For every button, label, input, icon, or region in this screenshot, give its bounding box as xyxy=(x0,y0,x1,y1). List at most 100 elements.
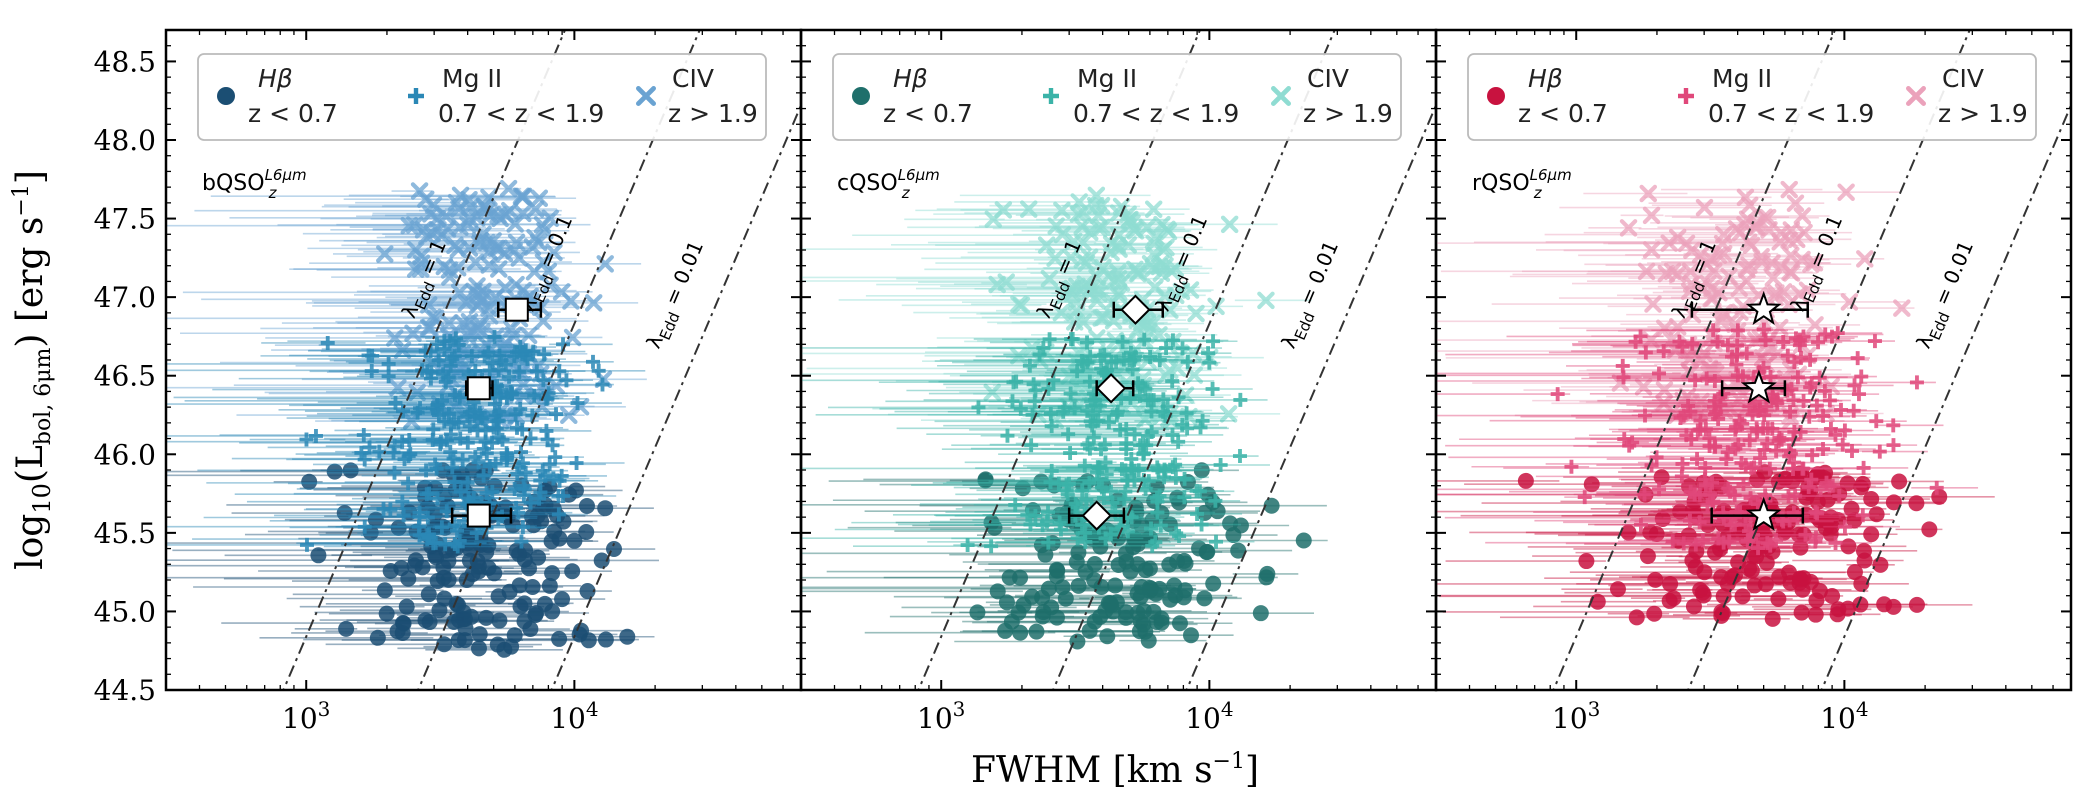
data-point xyxy=(431,602,448,619)
data-point xyxy=(1715,303,1733,322)
data-point xyxy=(479,446,494,461)
panel-label: cQSOL6μm z xyxy=(837,166,940,202)
x-tick-label: 104 xyxy=(1820,697,1868,735)
data-point xyxy=(410,405,425,420)
data-point xyxy=(534,312,552,330)
data-point xyxy=(1069,633,1086,650)
data-point xyxy=(513,402,528,417)
data-point xyxy=(1041,505,1056,520)
data-point xyxy=(1136,447,1151,462)
data-point xyxy=(1793,350,1808,365)
data-point xyxy=(1550,387,1565,402)
data-point xyxy=(977,471,994,488)
legend-marker xyxy=(217,87,235,105)
data-point xyxy=(1832,489,1847,504)
data-point xyxy=(1070,577,1087,594)
data-point xyxy=(1639,548,1656,565)
data-point xyxy=(490,588,507,605)
data-point xyxy=(1040,269,1059,288)
data-point xyxy=(546,471,561,486)
data-point xyxy=(595,377,610,392)
data-point xyxy=(1138,481,1153,496)
data-point xyxy=(541,386,556,401)
data-point xyxy=(1119,422,1134,437)
median-point xyxy=(464,376,494,401)
data-point xyxy=(1220,215,1239,234)
data-point xyxy=(1697,472,1712,487)
data-point xyxy=(559,373,574,388)
data-point xyxy=(1662,575,1679,592)
data-point xyxy=(1033,473,1050,490)
data-point xyxy=(447,517,462,532)
data-point xyxy=(1787,425,1802,440)
data-point xyxy=(1655,319,1674,337)
plot-area xyxy=(1436,30,2071,690)
data-point xyxy=(1711,531,1726,546)
data-point xyxy=(1182,627,1199,644)
data-point xyxy=(1695,198,1714,217)
data-point xyxy=(447,475,462,490)
data-point xyxy=(450,539,465,554)
eddington-line-2 xyxy=(1185,102,1436,690)
data-point xyxy=(1846,564,1863,581)
data-point xyxy=(464,349,479,364)
data-point xyxy=(1161,361,1179,380)
data-point xyxy=(1082,374,1097,389)
data-point xyxy=(1786,194,1805,212)
data-point xyxy=(1692,392,1710,411)
data-point xyxy=(1105,603,1122,620)
data-point xyxy=(376,582,393,599)
data-point xyxy=(519,326,538,345)
median-point xyxy=(450,503,513,528)
data-point xyxy=(476,441,491,456)
data-point xyxy=(1660,234,1678,252)
data-point xyxy=(1801,480,1816,495)
data-point xyxy=(539,262,558,281)
data-point xyxy=(1738,458,1753,473)
data-point xyxy=(387,465,402,480)
data-point xyxy=(1034,608,1051,625)
data-point xyxy=(1196,590,1213,607)
data-point xyxy=(544,565,561,582)
data-point xyxy=(506,627,523,644)
data-point xyxy=(1663,262,1682,281)
data-point xyxy=(1009,374,1024,389)
data-point xyxy=(490,260,508,278)
data-point xyxy=(1760,536,1775,551)
data-point xyxy=(1028,508,1043,523)
data-point xyxy=(1681,398,1696,413)
data-point xyxy=(1086,196,1105,215)
data-point xyxy=(508,407,523,422)
data-point xyxy=(1742,433,1757,448)
data-point xyxy=(1168,457,1183,472)
data-point xyxy=(491,430,506,445)
data-point xyxy=(1136,410,1154,429)
data-point xyxy=(539,423,554,438)
data-point xyxy=(354,445,369,460)
data-point xyxy=(1165,460,1180,475)
data-point xyxy=(1023,517,1038,532)
data-point xyxy=(1196,504,1213,521)
data-point xyxy=(1728,422,1743,437)
data-point xyxy=(1675,456,1690,471)
data-point xyxy=(1793,250,1811,269)
y-tick-label: 46.5 xyxy=(94,360,156,393)
median-marker xyxy=(1740,369,1777,404)
data-point xyxy=(1093,348,1108,363)
data-point xyxy=(1753,451,1768,466)
legend-marker xyxy=(636,86,656,106)
data-point xyxy=(435,569,452,586)
data-point xyxy=(1169,526,1184,541)
data-point xyxy=(573,622,590,639)
data-point xyxy=(540,432,555,447)
y-tick-label: 45.5 xyxy=(94,517,156,550)
data-point xyxy=(1813,482,1828,497)
y-tick-label: 48.5 xyxy=(94,45,156,78)
data-point xyxy=(425,432,440,447)
data-point xyxy=(1230,542,1247,559)
data-point xyxy=(1020,200,1038,218)
median-marker xyxy=(466,376,491,401)
data-point xyxy=(1850,351,1865,366)
data-point xyxy=(1193,462,1210,479)
data-point xyxy=(1052,303,1071,322)
